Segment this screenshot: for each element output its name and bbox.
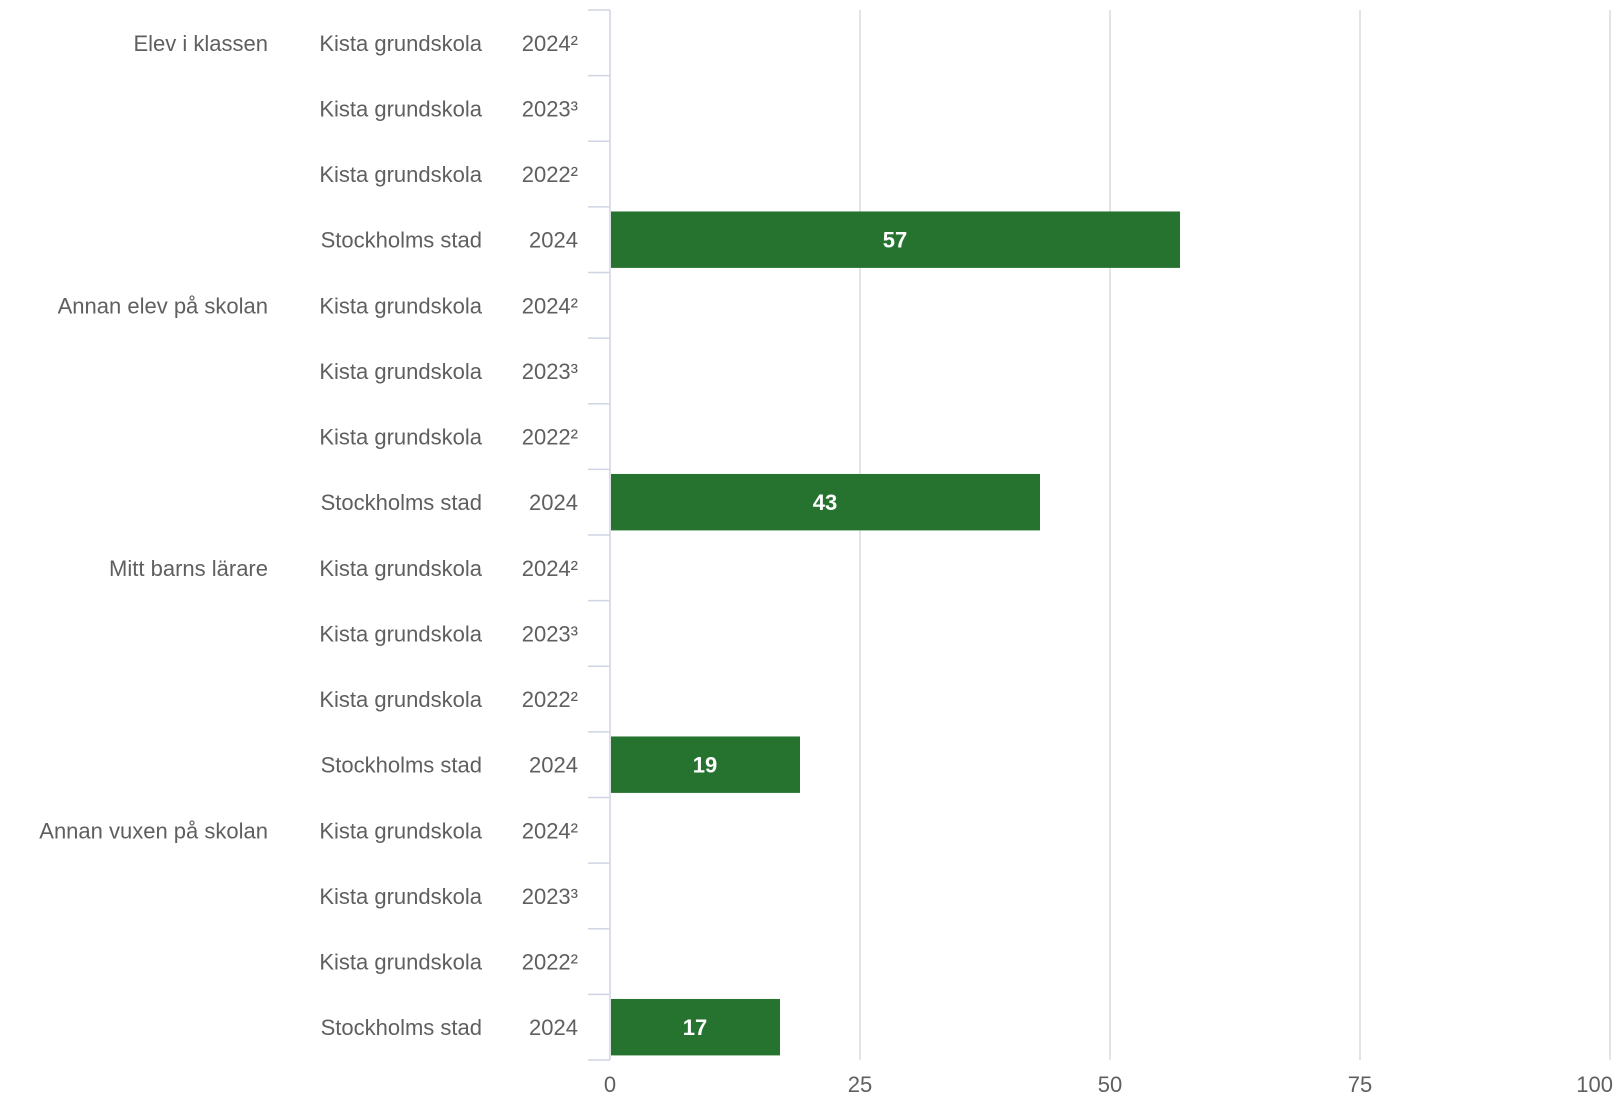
category-axis: [588, 9, 611, 1061]
tick-label: 25: [848, 1072, 872, 1097]
year-label: 2024²: [522, 818, 578, 843]
group-label: Elev i klassen: [133, 31, 268, 56]
group-label: Annan vuxen på skolan: [39, 818, 268, 843]
bars: 57 43 19 17: [611, 211, 1180, 1056]
unit-label: Kista grundskola: [319, 425, 482, 450]
year-label: 2022²: [522, 950, 578, 975]
year-label: 2023³: [522, 621, 578, 646]
group-label: Annan elev på skolan: [58, 293, 268, 318]
unit-label: Kista grundskola: [319, 818, 482, 843]
bar: [611, 473, 1040, 531]
year-label: 2022²: [522, 425, 578, 450]
category-labels: 2024² Kista grundskola Elev i klassen 2023³…: [39, 31, 578, 1040]
year-label: 2024²: [522, 293, 578, 318]
value-axis-ticks: 0 25 50 75 100: [604, 1072, 1613, 1097]
data-label: 43: [813, 490, 837, 515]
year-label: 2024: [529, 753, 578, 778]
tick-label: 75: [1348, 1072, 1372, 1097]
year-label: 2024²: [522, 556, 578, 581]
unit-label: Kista grundskola: [319, 162, 482, 187]
year-label: 2023³: [522, 359, 578, 384]
unit-label: Stockholms stad: [321, 1015, 482, 1040]
tick-label: 100: [1576, 1072, 1613, 1097]
unit-label: Kista grundskola: [319, 950, 482, 975]
group-label: Mitt barns lärare: [109, 556, 268, 581]
unit-label: Kista grundskola: [319, 293, 482, 318]
bar: [611, 211, 1180, 268]
data-label: 19: [693, 753, 717, 778]
unit-label: Stockholms stad: [321, 753, 482, 778]
unit-label: Kista grundskola: [319, 31, 482, 56]
year-label: 2024: [529, 1015, 578, 1040]
unit-label: Kista grundskola: [319, 96, 482, 121]
gridlines: [859, 10, 1611, 1060]
unit-label: Kista grundskola: [319, 687, 482, 712]
year-label: 2023³: [522, 96, 578, 121]
unit-label: Stockholms stad: [321, 228, 482, 253]
unit-label: Kista grundskola: [319, 556, 482, 581]
unit-label: Stockholms stad: [321, 490, 482, 515]
tick-label: 50: [1098, 1072, 1122, 1097]
year-label: 2023³: [522, 884, 578, 909]
year-label: 2022²: [522, 687, 578, 712]
unit-label: Kista grundskola: [319, 884, 482, 909]
unit-label: Kista grundskola: [319, 621, 482, 646]
bar: [611, 736, 800, 793]
unit-label: Kista grundskola: [319, 359, 482, 384]
year-label: 2024²: [522, 31, 578, 56]
data-label: 17: [683, 1015, 707, 1040]
data-label: 57: [883, 228, 907, 253]
tick-label: 0: [604, 1072, 616, 1097]
year-label: 2024: [529, 228, 578, 253]
bar: [611, 998, 780, 1056]
year-label: 2022²: [522, 162, 578, 187]
year-label: 2024: [529, 490, 578, 515]
